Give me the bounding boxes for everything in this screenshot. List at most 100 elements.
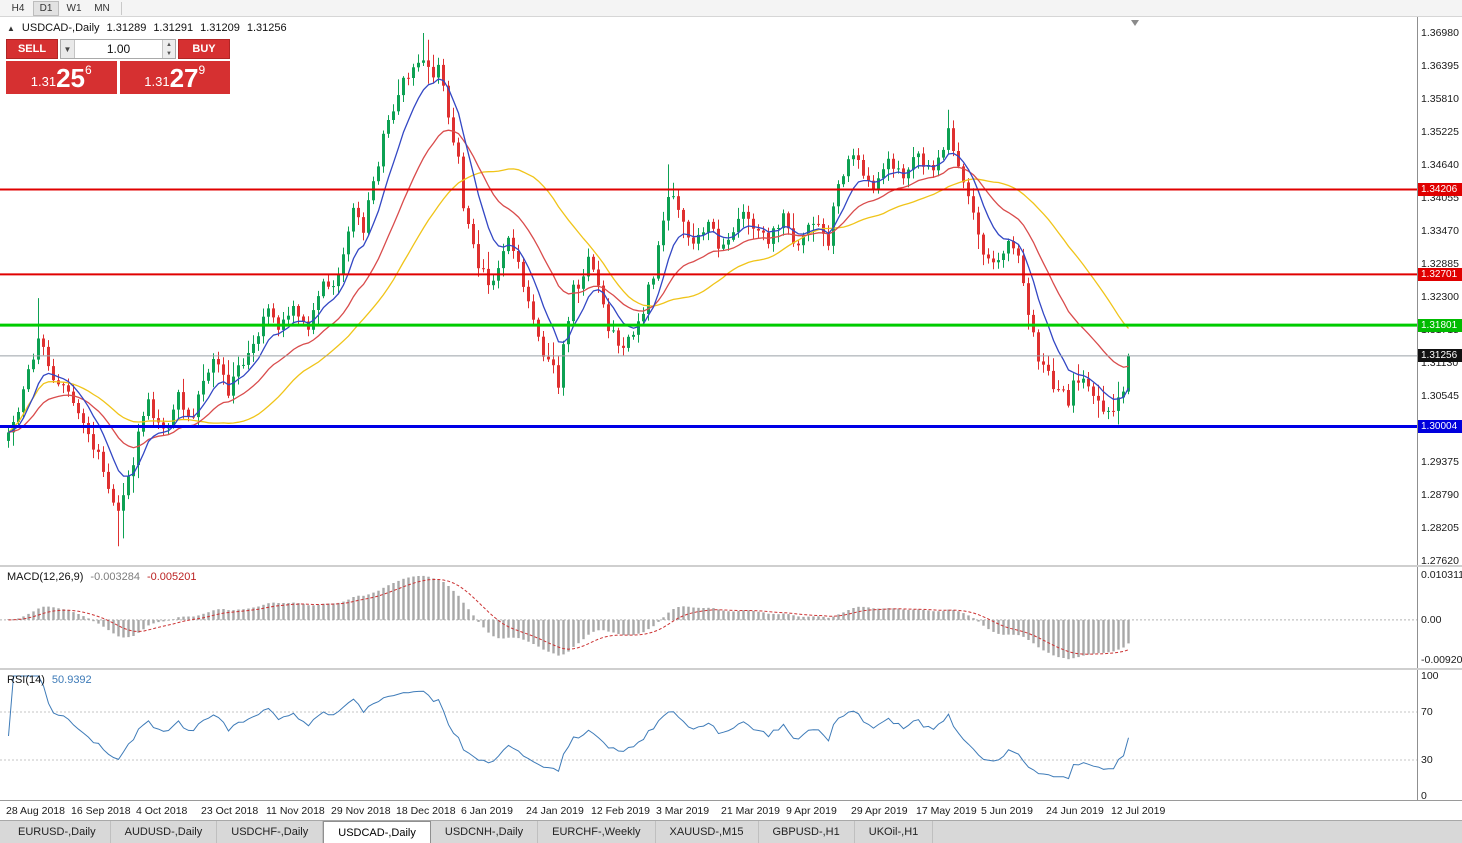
date-axis-label: 23 Oct 2018: [201, 805, 259, 817]
date-axis-label: 12 Jul 2019: [1111, 805, 1166, 817]
rsi-label-row: RSI(14) 50.9392: [7, 674, 92, 686]
date-axis-label: 4 Oct 2018: [136, 805, 188, 817]
sell-price-sup: 6: [85, 63, 92, 77]
macd-histogram: [7, 575, 1130, 660]
date-axis-label: 5 Jun 2019: [981, 805, 1033, 817]
main-chart-panel[interactable]: ▲ USDCAD-,Daily 1.31289 1.31291 1.31209 …: [0, 17, 1462, 567]
chart-tab-usdcad-daily[interactable]: USDCAD-,Daily: [323, 821, 431, 843]
macd-value-main: -0.003284: [90, 571, 140, 583]
rsi-axis[interactable]: 100 70 30 0: [1417, 670, 1462, 800]
price-chart-canvas[interactable]: [0, 17, 1417, 565]
buy-price-prefix: 1.31: [144, 74, 170, 89]
date-axis-label: 24 Jan 2019: [526, 805, 584, 817]
chart-tab-gbpusd-h1[interactable]: GBPUSD-,H1: [759, 821, 855, 843]
timeframe-button-mn[interactable]: MN: [94, 2, 110, 14]
price-level-label-1.31801: 1.31801: [1418, 318, 1462, 332]
price-tick-label: 1.29375: [1421, 456, 1459, 468]
rsi-line: [8, 675, 1129, 780]
sell-price-prefix: 1.31: [30, 74, 57, 89]
rsi-tick-label: 30: [1421, 754, 1433, 766]
sell-price-main: 25: [56, 63, 86, 93]
price-tick-label: 1.35225: [1421, 126, 1459, 138]
volume-down-icon[interactable]: ▼: [163, 49, 175, 58]
price-tick-label: 1.34640: [1421, 159, 1459, 171]
chart-tab-usdcnh-daily[interactable]: USDCNH-,Daily: [431, 821, 539, 843]
chart-symbol-label: USDCAD-,Daily: [21, 22, 100, 34]
timeframe-button-d1[interactable]: D1: [33, 0, 59, 16]
buy-price-display[interactable]: 1.31 27 9: [119, 61, 230, 94]
sell-price-display[interactable]: 1.31 25 6: [6, 61, 117, 94]
timeframe-button-h4[interactable]: H4: [11, 2, 25, 14]
date-axis[interactable]: 28 Aug 2018 16 Sep 2018 4 Oct 2018 23 Oct 2…: [0, 800, 1462, 820]
ohlc-close: 1.31256: [246, 22, 287, 34]
chart-tab-usdchf-daily[interactable]: USDCHF-,Daily: [217, 821, 324, 843]
macd-indicator-panel[interactable]: MACD(12,26,9) -0.003284 -0.005201 0.0103…: [0, 567, 1462, 670]
price-tick-label: 1.28205: [1421, 522, 1459, 534]
toolbar-divider: [121, 1, 122, 15]
volume-spinner[interactable]: ▲ ▼: [162, 40, 175, 58]
chart-tab-xauusd-m15[interactable]: XAUUSD-,M15: [656, 821, 759, 843]
rsi-indicator-panel[interactable]: RSI(14) 50.9392 100 70 30 0: [0, 670, 1462, 800]
price-tick-label: 1.36395: [1421, 60, 1459, 72]
rsi-value: 50.9392: [51, 674, 92, 686]
date-axis-label: 21 Mar 2019: [721, 805, 780, 817]
volume-up-icon[interactable]: ▲: [163, 40, 175, 49]
chart-tab-eurchf-weekly[interactable]: EURCHF-,Weekly: [538, 821, 656, 843]
chart-title: ▲ USDCAD-,Daily 1.31289 1.31291 1.31209 …: [7, 22, 287, 34]
sell-button[interactable]: SELL: [6, 39, 58, 59]
volume-value[interactable]: 1.00: [106, 42, 131, 56]
ohlc-low: 1.31209: [200, 22, 240, 34]
price-tick-label: 1.35810: [1421, 93, 1459, 105]
price-level-label-1.30004: 1.30004: [1418, 420, 1462, 433]
rsi-tick-label: 0: [1421, 790, 1427, 800]
price-tick-label: 1.32885: [1421, 258, 1459, 270]
rsi-tick-label: 100: [1421, 670, 1439, 682]
macd-axis[interactable]: 0.010311 0.00 -0.009203: [1417, 567, 1462, 668]
price-level-label-1.32701: 1.32701: [1418, 267, 1462, 281]
chart-tab-audusd-daily[interactable]: AUDUSD-,Daily: [111, 821, 218, 843]
moving-average-sma34: [8, 168, 1129, 433]
buy-button[interactable]: BUY: [178, 39, 230, 59]
price-tick-label: 1.30545: [1421, 390, 1459, 402]
macd-canvas[interactable]: [0, 567, 1417, 668]
price-tick-label: 1.32300: [1421, 291, 1459, 303]
ohlc-high: 1.31291: [153, 22, 194, 34]
chart-shift-marker-icon: [1131, 20, 1139, 26]
date-axis-label: 28 Aug 2018: [6, 805, 65, 817]
price-axis[interactable]: 1.36980 1.36395 1.35810 1.35225 1.34640 1.340…: [1417, 17, 1462, 565]
date-axis-label: 18 Dec 2018: [396, 805, 456, 817]
date-axis-label: 12 Feb 2019: [591, 805, 650, 817]
macd-tick-label: 0.010311: [1421, 569, 1462, 581]
chart-tab-ukoil-h1[interactable]: UKOil-,H1: [855, 821, 934, 843]
price-tick-label: 1.27620: [1421, 555, 1459, 567]
moving-average-ema21: [8, 129, 1129, 449]
moving-average-ema8: [8, 78, 1130, 477]
date-axis-label: 16 Sep 2018: [71, 805, 131, 817]
date-axis-label: 24 Jun 2019: [1046, 805, 1104, 817]
macd-label-row: MACD(12,26,9) -0.003284 -0.005201: [7, 571, 197, 583]
macd-signal-line: [8, 579, 1129, 655]
buy-price-main: 27: [169, 63, 199, 93]
chart-tab-bar: EURUSD-,Daily AUDUSD-,Daily USDCHF-,Daily U…: [0, 820, 1462, 843]
buy-price-sup: 9: [198, 63, 206, 77]
date-axis-label: 17 May 2019: [916, 805, 977, 817]
date-axis-label: 9 Apr 2019: [786, 805, 837, 817]
chart-tab-eurusd-daily[interactable]: EURUSD-,Daily: [4, 821, 111, 843]
rsi-name: RSI(14): [7, 674, 45, 686]
price-tick-label: 1.28790: [1421, 489, 1459, 501]
price-tick-label: 1.33470: [1421, 225, 1459, 237]
macd-name: MACD(12,26,9): [7, 571, 84, 583]
volume-control[interactable]: ▼ 1.00 ▲ ▼: [60, 39, 176, 59]
rsi-tick-label: 70: [1421, 706, 1433, 718]
volume-dropdown-icon[interactable]: ▼: [61, 40, 75, 58]
date-axis-label: 11 Nov 2018: [266, 805, 325, 817]
chart-collapse-icon[interactable]: ▲: [7, 23, 15, 33]
timeframe-button-w1[interactable]: W1: [66, 2, 82, 14]
macd-tick-label: 0.00: [1421, 613, 1442, 626]
date-axis-label: 29 Apr 2019: [851, 805, 908, 817]
rsi-canvas[interactable]: [0, 670, 1417, 798]
price-level-label-1.34206: 1.34206: [1418, 183, 1462, 196]
macd-tick-label: -0.009203: [1421, 654, 1462, 666]
macd-value-signal: -0.005201: [146, 571, 197, 583]
